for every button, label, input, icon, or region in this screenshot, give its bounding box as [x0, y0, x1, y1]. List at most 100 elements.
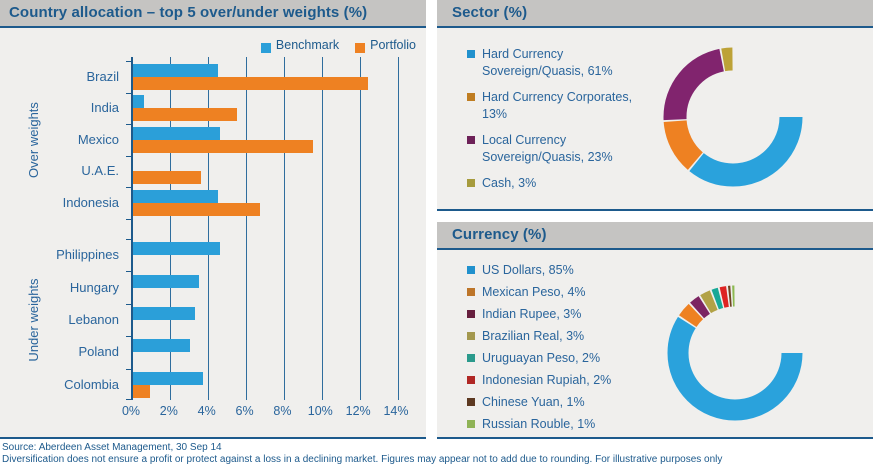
poland-label: Poland: [78, 344, 119, 360]
mexico-benchmark-bar: [133, 126, 221, 140]
hard-currency-corporates-legend-marker: [467, 93, 475, 101]
mexican-peso-legend-item: Mexican Peso, 4%: [467, 284, 657, 301]
colombia-benchmark-bar: [133, 371, 204, 385]
chinese-yuan-legend-marker: [467, 398, 475, 406]
u-a-e-portfolio-bar: [133, 171, 202, 185]
uruguayan-peso-legend-label: Uruguayan Peso, 2%: [482, 351, 601, 365]
u-a-e-label: U.A.E.: [81, 163, 119, 179]
us-dollars-segment: [667, 285, 803, 421]
axis-tick: [126, 124, 132, 125]
cash-legend-item: Cash, 3%: [467, 175, 645, 192]
brazilian-real-legend-marker: [467, 332, 475, 340]
mexican-peso-legend-label: Mexican Peso, 4%: [482, 285, 586, 299]
sector-panel: Sector (%) Hard Currency Sovereign/Quasi…: [437, 0, 873, 211]
india-benchmark-bar: [133, 95, 145, 109]
mexico-label: Mexico: [77, 131, 119, 147]
currency-legend: US Dollars, 85% Mexican Peso, 4% Indian Ru…: [467, 262, 657, 433]
sector-legend: Hard Currency Sovereign/Quasis, 61% Hard …: [467, 46, 645, 192]
benchmark-legend-label: Benchmark: [275, 38, 340, 52]
brazilian-real-legend-item: Brazilian Real, 3%: [467, 328, 657, 345]
bar-chart-legend: Benchmark Portfolio: [260, 37, 416, 54]
gridline: [359, 57, 361, 400]
indonesian-rupiah-legend-label: Indonesian Rupiah, 2%: [482, 373, 612, 387]
x-tick-label: 0%: [121, 404, 141, 418]
x-tick-label: 6%: [235, 404, 254, 418]
benchmark-legend-item: Benchmark: [260, 37, 340, 54]
cash-legend-marker: [467, 179, 475, 187]
hard-currency-sovereign-quasis-legend-marker: [467, 50, 475, 58]
x-tick-label: 4%: [197, 404, 216, 418]
indonesia-portfolio-bar: [133, 202, 260, 216]
axis-tick: [126, 92, 132, 94]
indian-rupee-legend-marker: [467, 310, 475, 318]
bar-plot: [126, 57, 399, 400]
sector-donut-chart: [663, 47, 803, 187]
footer: Source: Aberdeen Asset Management, 30 Se…: [2, 442, 872, 466]
x-tick-label: 8%: [273, 404, 292, 418]
gridline: [246, 57, 248, 400]
gridline: [283, 57, 285, 400]
sector-title: Sector (%): [452, 4, 528, 21]
uruguayan-peso-legend-item: Uruguayan Peso, 2%: [467, 350, 657, 367]
indonesia-benchmark-bar: [133, 189, 219, 203]
x-tick-label: 14%: [383, 404, 409, 418]
axis-tick: [126, 155, 132, 157]
axis-tick: [126, 187, 132, 188]
brazilian-real-legend-label: Brazilian Real, 3%: [482, 329, 585, 343]
hard-currency-sovereign-quasis-segment: [663, 47, 803, 187]
colombia-label: Colombia: [64, 376, 119, 392]
us-dollars-legend-label: US Dollars, 85%: [482, 263, 574, 277]
uruguayan-peso-legend-marker: [467, 354, 475, 362]
brazil-portfolio-bar: [133, 76, 368, 90]
currency-header: Currency (%): [437, 222, 873, 250]
mexican-peso-legend-marker: [467, 288, 475, 296]
x-tick-label: 10%: [307, 404, 333, 418]
axis-tick: [126, 61, 132, 62]
local-currency-sovereign-quasis-legend-marker: [467, 136, 475, 144]
lebanon-benchmark-bar: [133, 307, 196, 320]
gridline: [208, 57, 210, 400]
gridline: [397, 57, 399, 400]
poland-benchmark-bar: [133, 339, 190, 353]
brazil-benchmark-bar: [133, 63, 219, 77]
benchmark-legend-marker: [260, 42, 271, 53]
india-label: India: [90, 100, 119, 116]
sector-header: Sector (%): [437, 0, 873, 28]
hungary-benchmark-bar: [133, 274, 200, 288]
local-currency-sovereign-quasis-legend-label: Local Currency Sovereign/Quasis, 23%: [482, 133, 613, 164]
chinese-yuan-legend-label: Chinese Yuan, 1%: [482, 395, 585, 409]
currency-donut-chart: [667, 285, 803, 421]
russian-rouble-legend-item: Russian Rouble, 1%: [467, 416, 657, 433]
indian-rupee-legend-label: Indian Rupee, 3%: [482, 307, 582, 321]
disclaimer-line: Diversification does not ensure a profit…: [2, 454, 723, 465]
category-labels: Brazil India Mexico U.A.E. Indonesia Philippi…: [0, 57, 125, 400]
philippines-benchmark-bar: [133, 242, 221, 256]
axis-tick: [126, 368, 132, 370]
axis-tick: [126, 336, 132, 338]
indian-rupee-legend-item: Indian Rupee, 3%: [467, 306, 657, 323]
cash-legend-label: Cash, 3%: [482, 176, 537, 190]
axis-tick: [126, 271, 132, 273]
x-tick-label: 12%: [345, 404, 371, 418]
source-line: Source: Aberdeen Asset Management, 30 Se…: [2, 442, 222, 453]
portfolio-legend-item: Portfolio: [355, 37, 416, 54]
currency-title: Currency (%): [452, 226, 547, 243]
portfolio-legend-marker: [355, 42, 366, 53]
hard-currency-corporates-legend-item: Hard Currency Corporates, 13%: [467, 89, 645, 123]
axis-tick: [126, 399, 132, 400]
chinese-yuan-legend-item: Chinese Yuan, 1%: [467, 394, 657, 411]
axis-tick: [126, 303, 132, 305]
currency-panel: Currency (%) US Dollars, 85% Mexican Peso…: [437, 222, 873, 439]
gridline: [321, 57, 323, 400]
local-currency-sovereign-quasis-legend-item: Local Currency Sovereign/Quasis, 23%: [467, 132, 645, 166]
indonesia-label: Indonesia: [62, 194, 119, 210]
portfolio-legend-label: Portfolio: [370, 38, 416, 52]
mexico-portfolio-bar: [133, 139, 313, 153]
us-dollars-legend-item: US Dollars, 85%: [467, 262, 657, 279]
russian-rouble-legend-marker: [467, 420, 475, 428]
axis-tick: [126, 218, 132, 220]
india-portfolio-bar: [133, 108, 238, 122]
country-allocation-title: Country allocation – top 5 over/under we…: [9, 4, 368, 21]
indonesian-rupiah-legend-item: Indonesian Rupiah, 2%: [467, 372, 657, 389]
